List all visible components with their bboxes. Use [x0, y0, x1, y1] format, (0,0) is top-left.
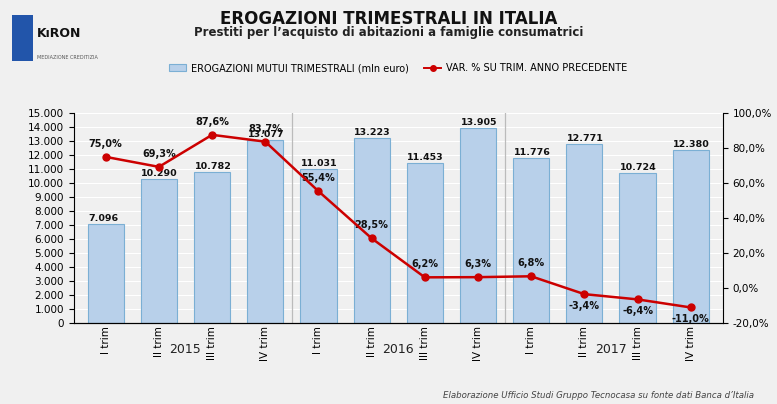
Text: 11.776: 11.776: [514, 148, 550, 157]
Text: 10.782: 10.782: [194, 162, 232, 171]
Text: MEDIAZIONE CREDITIZIA: MEDIAZIONE CREDITIZIA: [37, 55, 97, 60]
Text: 87,6%: 87,6%: [195, 117, 229, 127]
Text: 2017: 2017: [595, 343, 627, 356]
Bar: [88, 224, 124, 323]
Text: -3,4%: -3,4%: [569, 301, 600, 311]
Text: 28,5%: 28,5%: [354, 221, 388, 230]
Text: 6,3%: 6,3%: [465, 259, 492, 269]
Bar: [673, 150, 709, 323]
Text: EROGAZIONI TRIMESTRALI IN ITALIA: EROGAZIONI TRIMESTRALI IN ITALIA: [220, 10, 557, 28]
Bar: [406, 163, 443, 323]
Bar: [194, 172, 230, 323]
Text: 11.453: 11.453: [407, 153, 444, 162]
Text: 13.077: 13.077: [248, 130, 284, 139]
Text: Elaborazione Ufficio Studi Gruppo Tecnocasa su fonte dati Banca d’Italia: Elaborazione Ufficio Studi Gruppo Tecnoc…: [443, 391, 754, 400]
Bar: [247, 140, 284, 323]
Text: 55,4%: 55,4%: [301, 173, 336, 183]
Bar: [513, 158, 549, 323]
Text: 10.290: 10.290: [141, 169, 178, 178]
Bar: [566, 144, 602, 323]
Text: -6,4%: -6,4%: [622, 306, 653, 316]
Bar: [354, 138, 390, 323]
Text: 75,0%: 75,0%: [89, 139, 123, 149]
Text: 6,2%: 6,2%: [411, 259, 438, 269]
Text: 12.771: 12.771: [566, 134, 604, 143]
Text: 7.096: 7.096: [88, 214, 118, 223]
Text: 69,3%: 69,3%: [142, 149, 176, 159]
Text: 2016: 2016: [382, 343, 414, 356]
Text: 10.724: 10.724: [620, 163, 657, 172]
Text: 13.223: 13.223: [354, 128, 391, 137]
Bar: [619, 173, 656, 323]
Bar: [12, 15, 33, 61]
Text: KıRON: KıRON: [37, 27, 81, 40]
Text: Prestiti per l’acquisto di abitazioni a famiglie consumatrici: Prestiti per l’acquisto di abitazioni a …: [193, 26, 584, 39]
Text: -11,0%: -11,0%: [672, 314, 709, 324]
Bar: [460, 128, 496, 323]
Text: 6,8%: 6,8%: [517, 259, 545, 268]
Text: 12.380: 12.380: [673, 140, 710, 149]
Text: 11.031: 11.031: [301, 159, 337, 168]
Legend: EROGAZIONI MUTUI TRIMESTRALI (mln euro), VAR. % SU TRIM. ANNO PRECEDENTE: EROGAZIONI MUTUI TRIMESTRALI (mln euro),…: [165, 59, 632, 77]
Text: 2015: 2015: [169, 343, 201, 356]
Bar: [141, 179, 177, 323]
Text: 83,7%: 83,7%: [249, 124, 282, 134]
Text: 13.905: 13.905: [461, 118, 497, 127]
Bar: [301, 169, 336, 323]
